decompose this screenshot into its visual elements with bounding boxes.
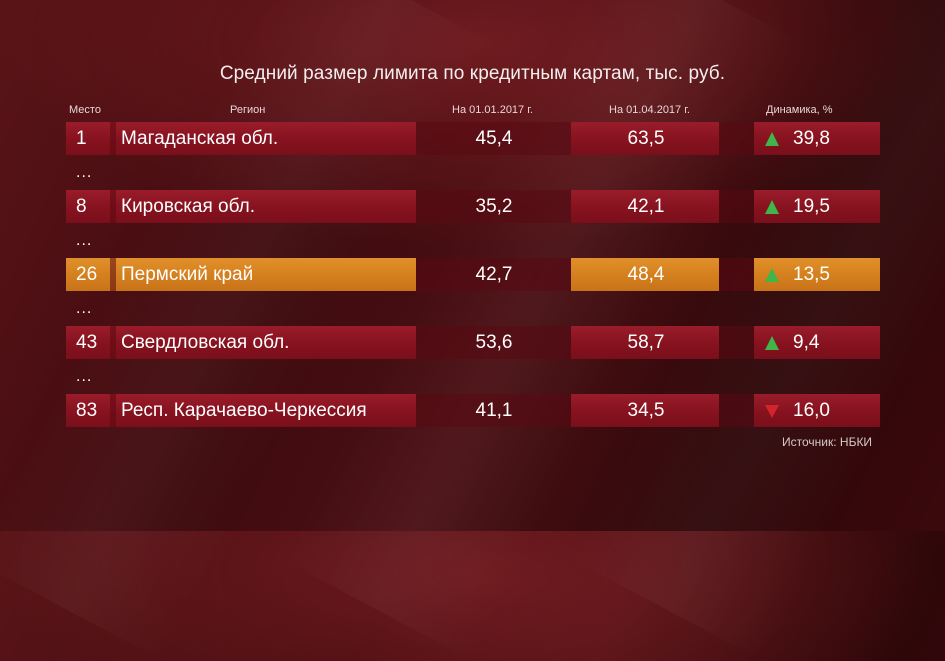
row-segment	[416, 190, 571, 223]
rank-cell: 83	[76, 400, 98, 421]
table-row: 43 Свердловская обл. 53,6 58,7 9,4	[66, 326, 880, 359]
rank-cell: 26	[76, 264, 98, 285]
rank-divider	[110, 258, 116, 291]
ellipsis-row: ...	[76, 232, 93, 249]
header-date1: На 01.01.2017 г.	[452, 104, 533, 116]
header-date2: На 01.04.2017 г.	[609, 104, 690, 116]
rank-divider	[110, 122, 116, 155]
row-segment	[571, 394, 719, 427]
region-cell: Респ. Карачаево-Черкессия	[121, 400, 367, 421]
ellipsis-row: ...	[76, 300, 93, 317]
table-row: 83 Респ. Карачаево-Черкессия 41,1 34,5 16,0	[66, 394, 880, 427]
value-2017-01-cell: 41,1	[475, 400, 513, 421]
row-segment	[66, 122, 416, 155]
row-segment	[571, 122, 719, 155]
row-segment	[719, 122, 754, 155]
rank-cell: 8	[76, 196, 87, 217]
row-segment	[66, 190, 416, 223]
value-2017-01-cell: 45,4	[475, 128, 513, 149]
row-segment	[571, 326, 719, 359]
region-cell: Кировская обл.	[121, 196, 256, 217]
row-segment	[416, 326, 571, 359]
rank-cell: 1	[76, 128, 87, 149]
value-2017-04-cell: 34,5	[627, 400, 665, 421]
value-2017-01-cell: 42,7	[475, 264, 513, 285]
value-2017-04-cell: 48,4	[627, 264, 665, 285]
row-segment	[416, 122, 571, 155]
row-segment	[571, 190, 719, 223]
region-cell: Пермский край	[121, 264, 254, 285]
triangle-up-icon	[765, 132, 779, 146]
value-2017-04-cell: 42,1	[627, 196, 665, 217]
row-segment	[719, 190, 754, 223]
triangle-up-icon	[765, 336, 779, 350]
row-segment	[66, 258, 416, 291]
rank-cell: 43	[76, 332, 98, 353]
row-segment	[719, 258, 754, 291]
change-cell: 39,8	[793, 128, 830, 149]
row-segment	[66, 326, 416, 359]
chart-title: Средний размер лимита по кредитным карта…	[219, 63, 726, 84]
row-segment	[416, 258, 571, 291]
row-segment	[416, 394, 571, 427]
header-change: Динамика, %	[766, 104, 833, 116]
change-cell: 19,5	[793, 196, 830, 217]
change-cell: 13,5	[793, 264, 830, 285]
value-2017-01-cell: 35,2	[475, 196, 513, 217]
ellipsis-row: ...	[76, 368, 93, 385]
triangle-up-icon	[765, 200, 779, 214]
row-segment	[719, 394, 754, 427]
value-2017-01-cell: 53,6	[475, 332, 513, 353]
rank-divider	[110, 326, 116, 359]
header-rank: Место	[69, 104, 101, 116]
change-cell: 16,0	[793, 400, 830, 421]
region-cell: Свердловская обл.	[121, 332, 290, 353]
triangle-down-icon	[765, 405, 779, 418]
table-row: 8 Кировская обл. 35,2 42,1 19,5	[66, 190, 880, 223]
table-row: 1 Магаданская обл. 45,4 63,5 39,8	[66, 122, 880, 155]
change-cell: 9,4	[793, 332, 820, 353]
rank-divider	[110, 190, 116, 223]
source-note: Источник: НБКИ	[782, 435, 873, 449]
header-region: Регион	[230, 104, 266, 116]
value-2017-04-cell: 63,5	[627, 128, 665, 149]
row-segment	[66, 394, 416, 427]
row-segment	[571, 258, 719, 291]
row-segment	[719, 326, 754, 359]
ellipsis-row: ...	[76, 164, 93, 181]
table-row: 26 Пермский край 42,7 48,4 13,5	[66, 258, 880, 291]
triangle-up-icon	[765, 268, 779, 282]
region-cell: Магаданская обл.	[121, 128, 279, 149]
rank-divider	[110, 394, 116, 427]
value-2017-04-cell: 58,7	[627, 332, 665, 353]
